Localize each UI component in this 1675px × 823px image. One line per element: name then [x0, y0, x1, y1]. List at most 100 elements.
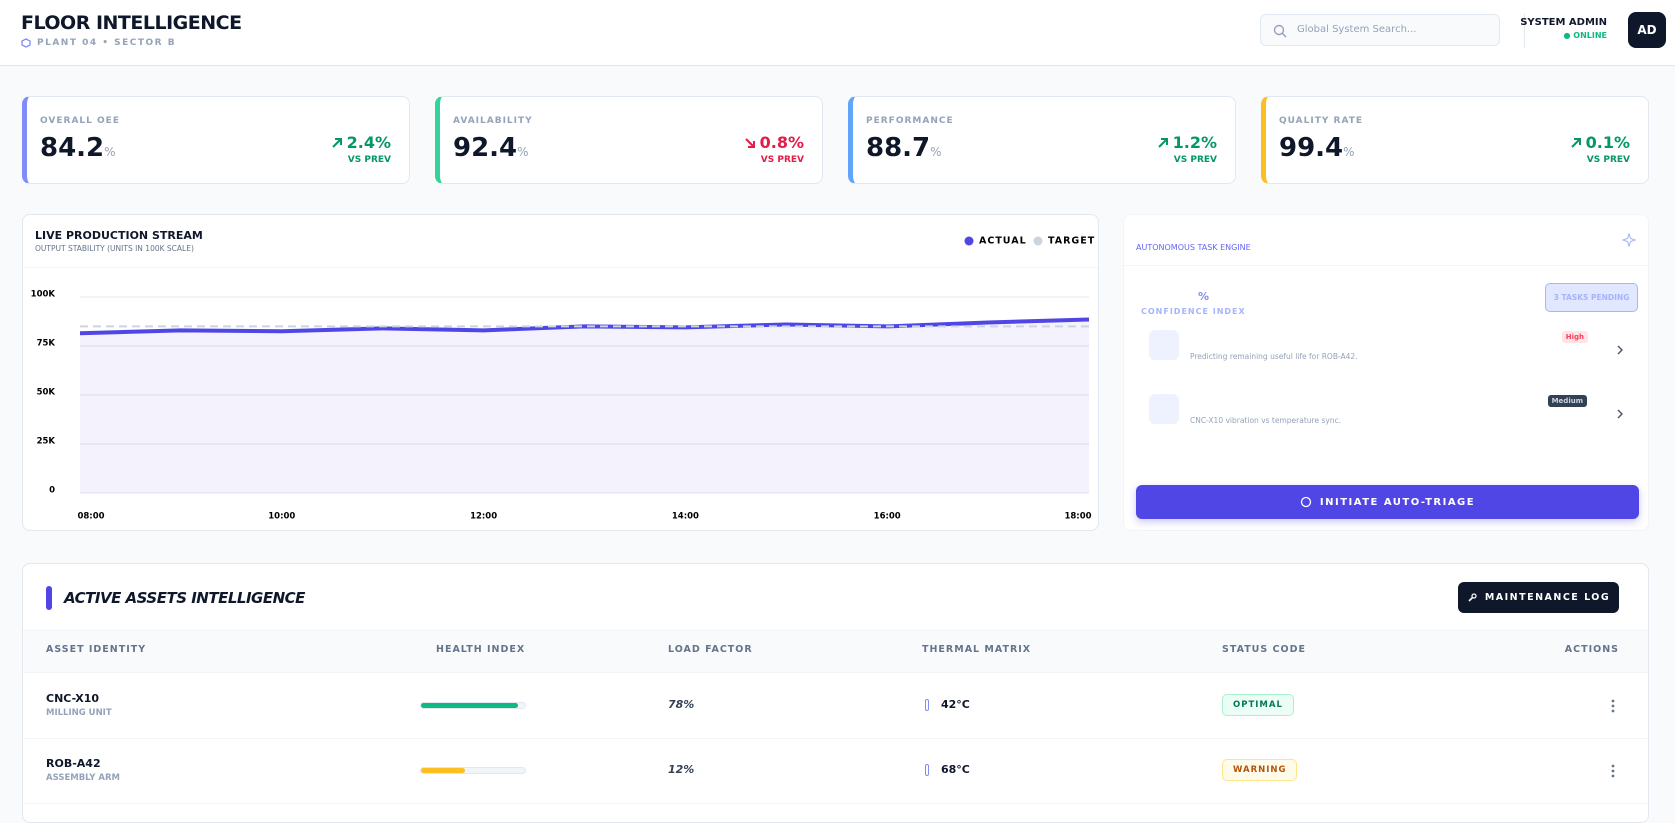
kpi-value: 99.4% [1279, 133, 1355, 163]
chart-subtitle: OUTPUT STABILITY (UNITS IN 100K SCALE) [35, 244, 194, 253]
sparkle-icon [1622, 233, 1636, 247]
asset-id: CNC-X10 [46, 692, 100, 705]
pending-badge[interactable]: 3 TASKS PENDING [1545, 283, 1638, 312]
kpi-label: PERFORMANCE [866, 116, 954, 126]
chevron [1616, 404, 1624, 423]
dot [1611, 774, 1615, 778]
column-header: ASSET IDENTITY [46, 644, 147, 655]
kebab-icon [1611, 699, 1615, 713]
user-status-text: ONLINE [1573, 31, 1607, 40]
kpi-card: QUALITY RATE 99.4% 0.1% VS PREV [1261, 96, 1649, 184]
trend-icon [1157, 137, 1168, 148]
chevron-icon [1617, 345, 1623, 355]
task-text: Predicting remaining useful life for ROB… [1190, 352, 1358, 361]
x-tick-label: 12:00 [470, 512, 497, 522]
column-header: HEALTH INDEX [436, 644, 526, 655]
chevron-path [1617, 345, 1623, 355]
chevron [1616, 340, 1624, 359]
dot [1611, 704, 1615, 708]
y-tick-label: 75K [37, 339, 56, 349]
assets-card: ACTIVE ASSETS INTELLIGENCE MAINTENANCE L… [22, 563, 1649, 823]
task-panel: AUTONOMOUS TASK ENGINE % CONFIDENCE INDE… [1123, 214, 1649, 531]
chart-title: LIVE PRODUCTION STREAM [35, 229, 203, 242]
kpi-change-value: 0.1% [1585, 133, 1630, 152]
dot [1611, 769, 1615, 773]
triage-button[interactable]: INITIATE AUTO-TRIAGE [1136, 485, 1639, 519]
x-tick-label: 14:00 [672, 512, 699, 522]
column-header: LOAD FACTOR [668, 644, 753, 655]
app-title: FLOOR INTELLIGENCE [21, 12, 242, 34]
chevron-icon [1617, 409, 1623, 419]
x-tick-label: 08:00 [77, 512, 104, 522]
accent-bar [46, 586, 52, 610]
maintenance-label: MAINTENANCE LOG [1484, 592, 1611, 603]
kpi-note: VS PREV [347, 155, 391, 165]
kebab-icon [1611, 764, 1615, 778]
trend-icon [744, 137, 755, 148]
y-tick-label: 25K [37, 437, 56, 447]
kpi-note: VS PREV [1173, 155, 1217, 165]
maintenance-button[interactable]: MAINTENANCE LOG [1458, 582, 1619, 613]
trend-icon [1570, 137, 1581, 148]
panel-title: AUTONOMOUS TASK ENGINE [1136, 243, 1251, 252]
arrow [1157, 137, 1168, 148]
kpi-unit: % [930, 145, 942, 159]
search-icon [1273, 24, 1287, 38]
priority-badge: High [1561, 331, 1588, 343]
column-header: THERMAL MATRIX [922, 644, 1032, 655]
thermo-icon [925, 764, 929, 776]
app-subtitle: PLANT 04 • SECTOR B [37, 38, 177, 48]
kpi-label: AVAILABILITY [453, 116, 533, 126]
kpi-value: 88.7% [866, 133, 942, 163]
legend-swatch [964, 236, 974, 246]
x-tick-label: 18:00 [1064, 512, 1091, 522]
search-box[interactable]: Global System Search... [1260, 14, 1500, 46]
triage-label: INITIATE AUTO-TRIAGE [1319, 496, 1476, 508]
wrench-icon [1468, 592, 1477, 602]
divider [23, 267, 1098, 268]
series-line [79, 317, 1090, 336]
status-badge: WARNING [1222, 759, 1298, 781]
legend-label: TARGET [1048, 236, 1095, 247]
header: FLOOR INTELLIGENCE PLANT 04 • SECTOR B G… [0, 0, 1675, 66]
kpi-number: 88.7 [866, 133, 931, 163]
row-divider [23, 738, 1648, 739]
area [80, 319, 1089, 493]
assets-title: ACTIVE ASSETS INTELLIGENCE [64, 589, 305, 607]
x-tick-label: 10:00 [268, 512, 295, 522]
arrow [1570, 137, 1581, 148]
health-track [420, 767, 526, 774]
kpi-change: 1.2% [1157, 133, 1217, 152]
confidence-label: CONFIDENCE INDEX [1141, 307, 1246, 316]
task-text: CNC-X10 vibration vs temperature sync. [1190, 416, 1342, 425]
health-track [420, 702, 526, 709]
x-tick-label: 16:00 [874, 512, 901, 522]
task-icon [1149, 394, 1179, 424]
row-actions[interactable] [1611, 698, 1615, 717]
kpi-unit: % [104, 145, 116, 159]
row-actions[interactable] [1611, 763, 1615, 782]
dot [1611, 709, 1615, 713]
y-tick-label: 0 [49, 486, 55, 496]
kpi-unit: % [1343, 145, 1355, 159]
kpi-unit: % [517, 145, 529, 159]
trend-icon [331, 137, 342, 148]
legend-label: ACTUAL [979, 236, 1027, 247]
kpi-change: 2.4% [331, 133, 391, 152]
health-bar [421, 703, 518, 708]
y-tick-label: 100K [31, 290, 56, 300]
avatar[interactable]: AD [1628, 12, 1666, 48]
kpi-note: VS PREV [760, 155, 804, 165]
dot [1611, 699, 1615, 703]
row-divider [23, 803, 1648, 804]
kpi-note: VS PREV [1586, 155, 1630, 165]
thermo-icon [925, 699, 929, 711]
kpi-card: AVAILABILITY 92.4% 0.8% VS PREV [435, 96, 823, 184]
load-factor: 78% [668, 698, 695, 711]
load-factor: 12% [668, 763, 695, 776]
task-icon [1149, 330, 1179, 360]
arrow [744, 137, 755, 148]
divider [1124, 265, 1648, 266]
legend-swatch [1033, 236, 1043, 246]
